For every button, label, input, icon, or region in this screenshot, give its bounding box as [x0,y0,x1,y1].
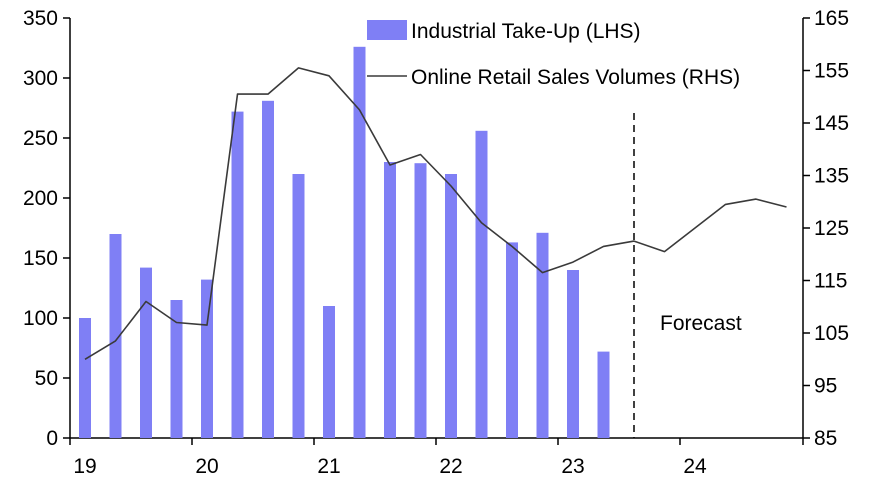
forecast-label: Forecast [660,312,742,335]
right-tick-label: 135 [814,165,849,188]
bar [353,46,366,439]
left-axis-ticks: 0 50 100 150 200 250 300 350 [23,7,70,450]
left-tick-label: 250 [23,127,58,150]
right-tick-label: 95 [814,375,837,398]
x-tick-label: 24 [683,455,707,478]
left-tick-label: 300 [23,67,58,90]
x-tick-label: 22 [439,455,462,478]
x-axis-ticks: 19 20 21 22 23 24 [69,438,804,478]
bar [292,174,305,438]
bar [445,174,457,438]
legend-bar-label: Industrial Take-Up (LHS) [411,20,641,43]
x-tick-label: 21 [317,455,340,478]
right-tick-label: 145 [814,112,849,135]
bar [109,234,122,438]
legend-bar-swatch [367,20,407,40]
right-tick-label: 85 [814,427,837,450]
bar [414,163,427,438]
bar [506,242,518,438]
right-tick-label: 105 [814,322,849,345]
left-tick-label: 350 [23,7,58,30]
right-tick-label: 165 [814,7,849,30]
bar [201,279,213,438]
right-tick-label: 125 [814,217,849,240]
bar [475,130,488,439]
x-tick-label: 23 [561,455,584,478]
legend: Industrial Take-Up (LHS) Online Retail S… [367,20,740,89]
right-tick-label: 155 [814,60,849,83]
bar [323,306,335,438]
online-retail-line [84,67,787,360]
bar [79,318,91,438]
line-series [84,67,787,360]
bar [262,100,274,439]
left-tick-label: 50 [35,367,58,390]
bar-series [79,46,610,439]
bar [597,351,610,438]
bar [536,232,549,438]
legend-line-label: Online Retail Sales Volumes (RHS) [411,66,740,89]
left-tick-label: 200 [23,187,58,210]
bar [384,162,396,438]
bar [231,111,244,438]
left-tick-label: 0 [46,427,58,450]
x-tick-label: 19 [73,455,96,478]
right-tick-label: 115 [814,270,847,293]
bar [140,267,152,438]
bar [567,270,579,438]
left-tick-label: 150 [23,247,58,270]
right-axis-ticks: 85 95 105 115 125 135 145 155 165 [803,7,849,450]
bar [170,300,183,438]
x-tick-label: 20 [195,455,218,478]
left-tick-label: 100 [23,307,58,330]
